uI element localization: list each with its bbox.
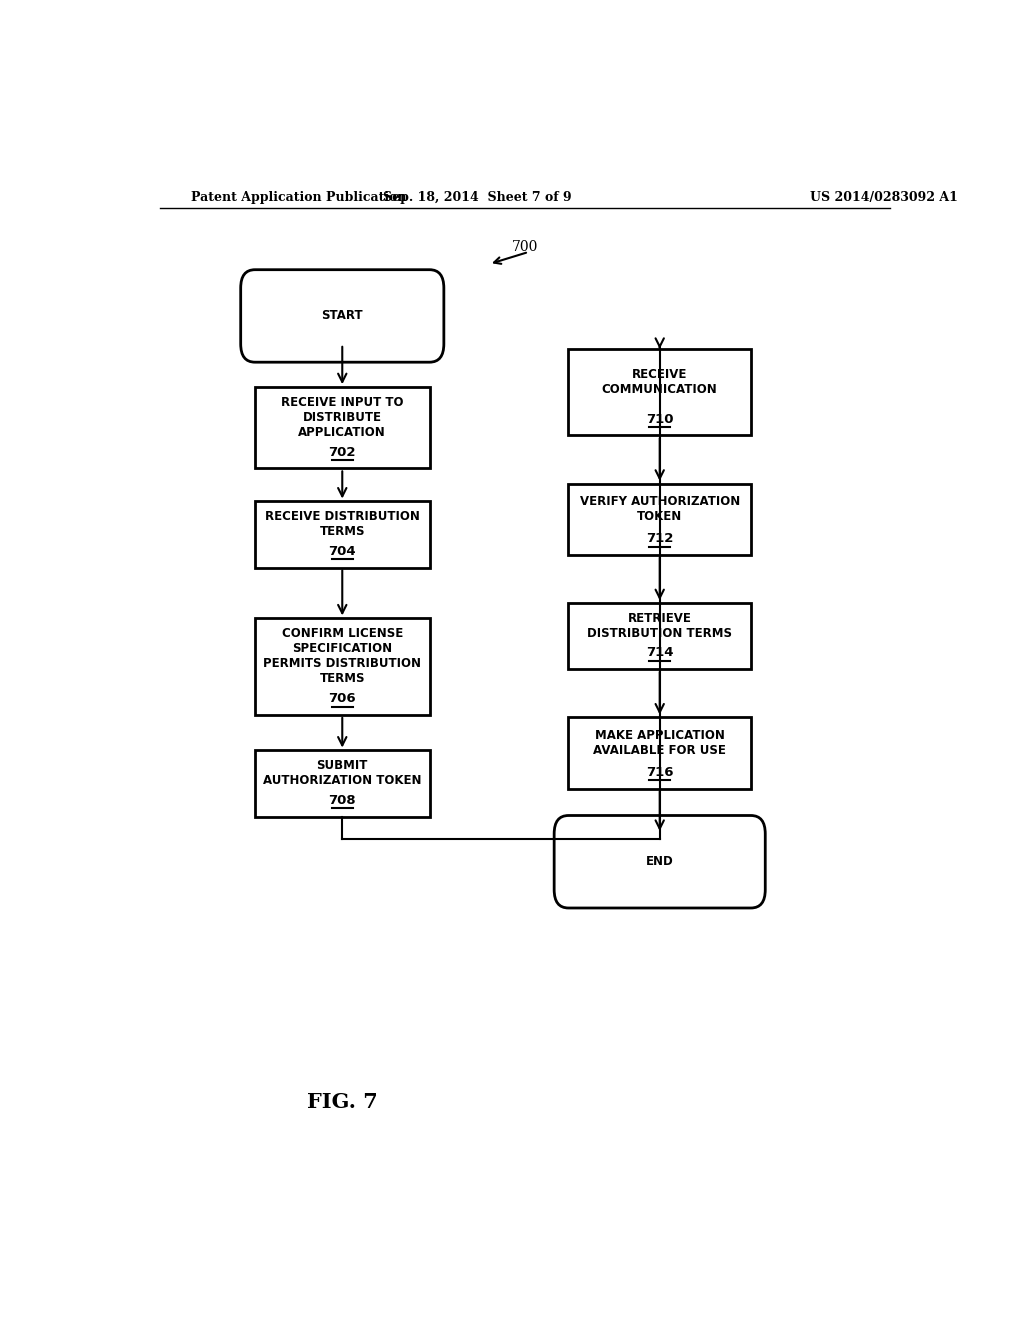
Bar [568,718,751,788]
Text: 706: 706 [329,692,356,705]
Bar [568,483,751,554]
Text: SUBMIT
AUTHORIZATION TOKEN: SUBMIT AUTHORIZATION TOKEN [263,759,422,787]
Text: 712: 712 [646,532,674,545]
Text: 716: 716 [646,766,674,779]
Text: RECEIVE
COMMUNICATION: RECEIVE COMMUNICATION [602,368,718,396]
Bar [255,387,430,469]
Text: 702: 702 [329,446,356,458]
Text: 700: 700 [512,240,538,253]
Text: VERIFY AUTHORIZATION
TOKEN: VERIFY AUTHORIZATION TOKEN [580,495,739,523]
Text: 704: 704 [329,545,356,558]
Text: CONFIRM LICENSE
SPECIFICATION
PERMITS DISTRIBUTION
TERMS: CONFIRM LICENSE SPECIFICATION PERMITS DI… [263,627,421,685]
FancyBboxPatch shape [554,816,765,908]
Text: RECEIVE INPUT TO
DISTRIBUTE
APPLICATION: RECEIVE INPUT TO DISTRIBUTE APPLICATION [281,396,403,440]
Text: RECEIVE DISTRIBUTION
TERMS: RECEIVE DISTRIBUTION TERMS [265,511,420,539]
Text: Sep. 18, 2014  Sheet 7 of 9: Sep. 18, 2014 Sheet 7 of 9 [383,190,571,203]
Text: Patent Application Publication: Patent Application Publication [191,190,407,203]
Text: 708: 708 [329,793,356,807]
Text: START: START [322,309,364,322]
Bar [568,603,751,669]
Text: RETRIEVE
DISTRIBUTION TERMS: RETRIEVE DISTRIBUTION TERMS [587,612,732,640]
Text: 714: 714 [646,647,674,660]
Text: MAKE APPLICATION
AVAILABLE FOR USE: MAKE APPLICATION AVAILABLE FOR USE [593,729,726,756]
FancyBboxPatch shape [241,269,443,362]
Bar [255,502,430,568]
Text: 710: 710 [646,413,674,425]
Text: FIG. 7: FIG. 7 [307,1092,378,1111]
Bar [255,618,430,715]
Bar [255,751,430,817]
Text: US 2014/0283092 A1: US 2014/0283092 A1 [811,190,958,203]
Bar [568,348,751,436]
Text: END: END [646,855,674,869]
